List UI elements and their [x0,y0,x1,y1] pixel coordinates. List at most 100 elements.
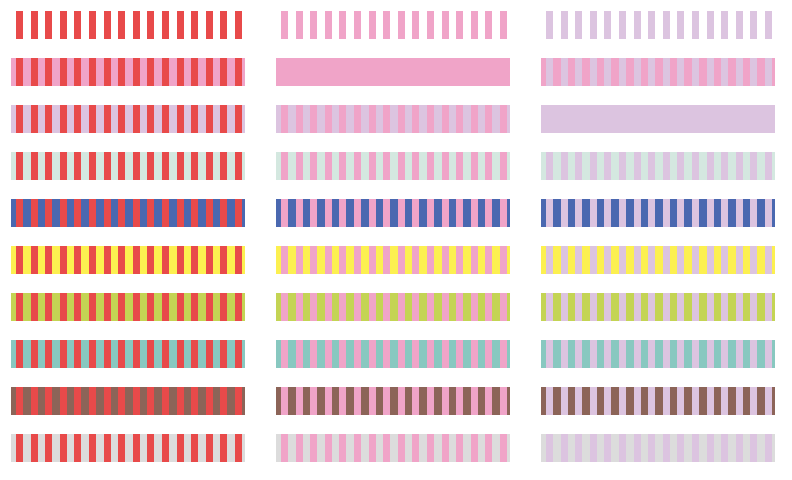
stripe [220,11,228,39]
stripe [16,387,23,415]
stripe [765,387,772,415]
stripe [383,293,391,321]
stripe [412,199,420,227]
stripe [281,293,288,321]
stripe [205,246,213,274]
stripe [59,152,67,180]
stripe [750,199,758,227]
stripe [118,105,126,133]
stripe-swatch [276,152,510,180]
stripe [295,58,303,86]
stripe [427,246,434,274]
stripe [456,199,464,227]
stripe [765,11,772,39]
stripe [383,105,391,133]
stripe [295,293,303,321]
stripe [30,152,38,180]
stripe [235,11,242,39]
stripe [456,58,464,86]
stripe [30,58,38,86]
stripe [721,11,729,39]
stripe [427,58,434,86]
stripe [147,340,155,368]
stripe [16,293,23,321]
stripe [589,11,597,39]
stripe [546,387,553,415]
stripe [750,152,758,180]
stripe [59,340,67,368]
stripe [619,434,626,462]
stripe [470,293,478,321]
stripe [648,199,656,227]
stripe [546,340,553,368]
stripe [750,58,758,86]
stripe-swatch [276,246,510,274]
stripe [281,199,288,227]
stripe [220,293,228,321]
stripe [456,11,464,39]
stripe-swatch [276,11,510,39]
stripe [619,246,626,274]
stripe [721,293,729,321]
stripe [441,387,449,415]
stripe [132,293,140,321]
stripe [560,58,568,86]
stripe [281,434,288,462]
stripe [575,58,583,86]
stripe-swatch [541,11,775,39]
stripe [589,152,597,180]
stripe [103,387,111,415]
stripe [383,246,391,274]
stripe-swatch [11,152,245,180]
stripe [560,11,568,39]
stripe [500,105,507,133]
stripe [706,246,714,274]
stripe [706,293,714,321]
stripe [485,340,493,368]
stripe [575,246,583,274]
stripe [735,152,743,180]
stripe [132,246,140,274]
stripe [235,152,242,180]
stripe [575,387,583,415]
stripe [324,58,332,86]
stripe [765,152,772,180]
stripe [324,387,332,415]
stripe [765,293,772,321]
stripe-swatch [276,58,510,86]
stripe-swatch [276,387,510,415]
stripe [74,58,82,86]
stripe [235,58,242,86]
stripe [662,58,670,86]
stripe [546,293,553,321]
stripe [368,293,376,321]
stripe [677,340,685,368]
stripe-swatch [11,387,245,415]
stripe [750,434,758,462]
stripe [706,387,714,415]
stripe [648,105,656,133]
stripe [220,105,228,133]
stripe [89,293,96,321]
stripe [604,340,612,368]
stripe [735,105,743,133]
stripe [354,105,361,133]
stripe [735,387,743,415]
stripe [89,387,96,415]
stripe [310,58,318,86]
stripe [59,387,67,415]
stripe [16,152,23,180]
stripe [575,434,583,462]
stripe [16,11,23,39]
stripe [324,11,332,39]
stripe [132,340,140,368]
stripe [324,152,332,180]
stripe [589,387,597,415]
stripe [74,152,82,180]
stripe [176,152,184,180]
stripe [191,387,199,415]
stripe [103,105,111,133]
stripe [648,387,656,415]
stripe [721,105,729,133]
stripe [633,434,641,462]
